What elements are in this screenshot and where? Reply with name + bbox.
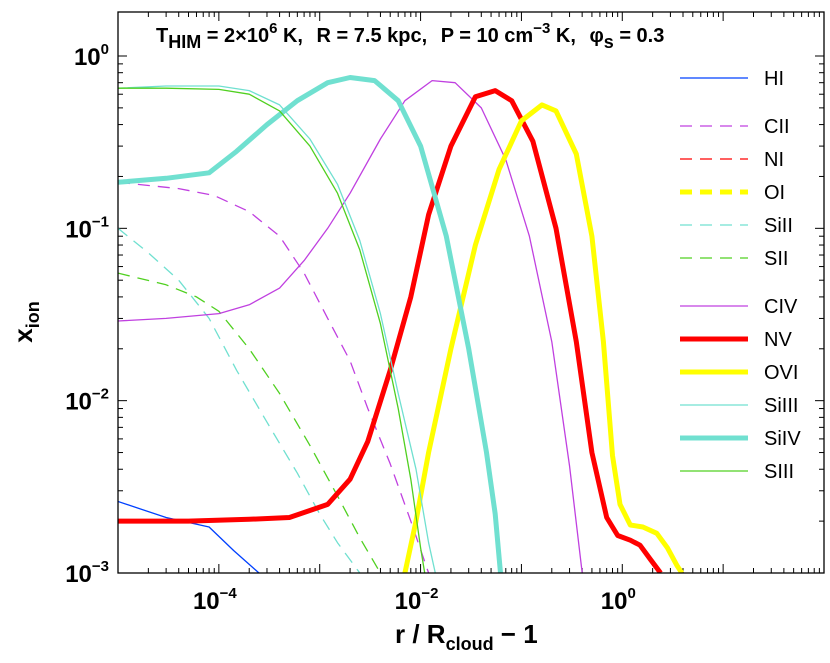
x-tick-label: 100 xyxy=(601,585,636,615)
legend-label: SiII xyxy=(764,215,793,237)
series-line-sii xyxy=(118,272,381,573)
legend-item-siiv: SiIV xyxy=(680,428,801,450)
legend-item-oi: OI xyxy=(680,182,785,204)
legend-label: SIII xyxy=(764,461,794,483)
x-tick-labels: 10−4 10−2 100 xyxy=(193,585,636,615)
legend-item-siii: SiII xyxy=(680,215,793,237)
x-axis-title: r / Rcloud − 1 xyxy=(395,619,538,654)
series-line-ovi xyxy=(402,102,684,573)
y-tick-label: 10−2 xyxy=(65,386,109,416)
series-line-nv xyxy=(118,88,663,573)
series-line-siiv xyxy=(118,75,503,573)
chart-title: THIM = 2×106 K, R = 7.5 kpc, P = 10 cm−3… xyxy=(156,20,664,52)
series-line-cii xyxy=(118,181,430,573)
legend-item-ovi: OVI xyxy=(680,362,798,384)
legend-item-hi: HI xyxy=(680,68,784,90)
legend-item-siiii: SiIII xyxy=(680,395,798,417)
y-tick-labels: 100 10−1 10−2 10−3 xyxy=(65,41,109,588)
legend-item-civ: CIV xyxy=(680,296,798,318)
y-tick-label: 10−1 xyxy=(65,213,109,243)
series-lines xyxy=(118,75,684,573)
x-tick-label: 10−2 xyxy=(395,585,439,615)
y-tick-label: 100 xyxy=(74,41,109,71)
legend-label: SiIV xyxy=(764,428,801,450)
legend: HI CII NI OI SiII SII CIV NV OVI SiIII SiIV SIII xyxy=(680,68,801,483)
x-tick-label: 10−4 xyxy=(193,585,237,615)
legend-label: CIV xyxy=(764,296,798,318)
series-line-siii xyxy=(118,87,426,573)
y-tick-label: 10−3 xyxy=(65,558,109,588)
legend-label: CII xyxy=(764,116,790,138)
legend-label: NV xyxy=(764,329,792,351)
legend-label: NI xyxy=(764,149,784,171)
plot-frame xyxy=(117,11,825,574)
legend-item-siii: SIII xyxy=(680,461,794,483)
series-line-siiii xyxy=(118,85,436,573)
series-line-civ xyxy=(118,79,583,573)
legend-label: OVI xyxy=(764,362,798,384)
y-axis-title: xion xyxy=(8,301,43,342)
legend-label: HI xyxy=(764,68,784,90)
legend-item-cii: CII xyxy=(680,116,790,138)
series-line-siii xyxy=(118,227,361,573)
legend-label: OI xyxy=(764,182,785,204)
legend-item-nv: NV xyxy=(680,329,792,351)
legend-item-ni: NI xyxy=(680,149,784,171)
axis-ticks xyxy=(117,12,824,574)
legend-label: SII xyxy=(764,248,788,270)
legend-item-sii: SII xyxy=(680,248,788,270)
legend-label: SiIII xyxy=(764,395,798,417)
series-line-hi xyxy=(118,500,260,573)
